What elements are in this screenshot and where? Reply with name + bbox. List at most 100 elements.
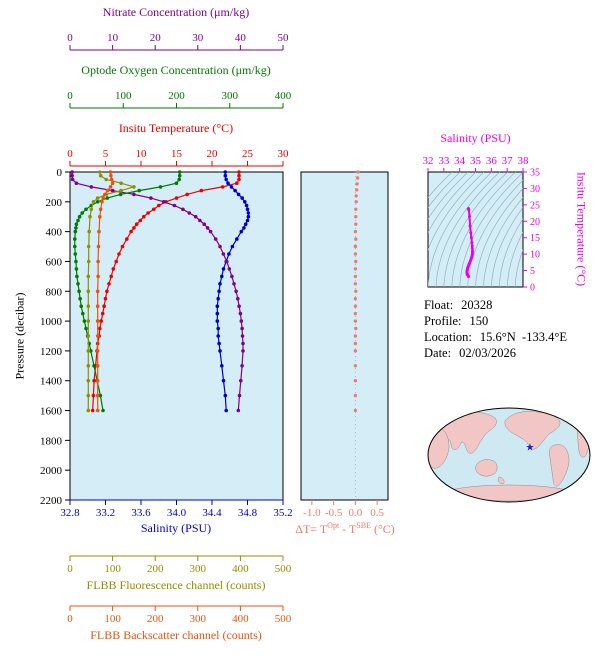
salinity-marker [245,207,250,212]
nitrate-marker [198,218,202,223]
ts-temperature-axis-title: Insitu Temperature (°C) [574,171,589,287]
delta-marker [353,274,358,279]
temperature-marker [199,188,204,193]
nitrate-marker [240,334,245,338]
oxygen-marker [105,196,110,200]
temperature-axis-title: Insitu Temperature (°C) [118,121,234,135]
salinity-marker [229,185,234,189]
tick-label: 38 [518,155,530,167]
temperature-marker [99,319,103,323]
fluorescence-marker [86,274,91,279]
tick-label: 0.5 [370,507,384,519]
tick-label: 200 [147,613,164,625]
tick-label: 15 [171,148,183,160]
temperature-marker [92,378,96,383]
tick-label: 800 [46,286,63,298]
salinity-marker [220,364,224,368]
fluorescence-marker [86,408,91,413]
nitrate-marker [89,185,94,189]
backscatter-marker [95,378,100,383]
oxygen-marker [73,229,78,234]
temperature-marker [138,218,143,223]
salinity-marker [245,218,250,223]
nitrate-marker [239,378,243,383]
salinity-marker [227,252,231,256]
tick-label: 33.6 [131,507,151,519]
oxygen-marker [80,211,84,215]
oxygen-marker [77,289,81,294]
tick-label: -0.5 [325,507,343,519]
backscatter-marker [95,304,100,309]
oxygen-marker [76,218,80,223]
tick-label: 300 [190,563,207,575]
ts-diagram: 32 33 34 35 36 37 38 0 5 10 15 20 25 30 35 [423,155,541,294]
salinity-marker [216,334,220,338]
info-label: Float: [424,298,454,312]
tick-label: 20 [530,217,540,228]
backscatter-axis-title: FLBB Backscatter channel (counts) [90,628,262,642]
nitrate-marker [205,226,210,230]
float-info-row: Float: 20328 [424,297,567,313]
salinity-marker [215,304,220,309]
backscatter-marker [98,214,102,219]
backscatter-marker [95,319,100,323]
salinity-marker [223,173,228,178]
tick-label: 200 [46,197,63,209]
nitrate-marker [237,393,242,398]
continent-landmass [475,459,498,477]
fluorescence-marker [104,177,108,182]
oxygen-marker [77,214,82,219]
salinity-marker [239,229,244,234]
tick-label: 35.2 [273,507,292,519]
tick-label: 500 [275,613,292,625]
oxygen-marker [98,393,103,398]
temperature-marker [114,259,118,264]
tick-label: 25 [242,148,254,160]
fluorescence-marker [91,200,96,204]
backscatter-marker [105,188,110,193]
delta-title-sup-sbe: SBE [356,521,371,530]
temperature-marker [237,173,241,178]
salinity-marker [230,244,235,249]
oxygen-marker [74,226,78,230]
salinity-marker [218,282,222,286]
tick-label: 0.0 [349,507,363,519]
nitrate-marker [240,326,244,331]
nitrate-marker [238,311,243,316]
nitrate-marker [218,244,222,249]
temperature-marker [134,222,139,226]
delta-axis-title: ΔT= TOpt - TSBE (°C) [269,521,421,537]
oxygen-marker [74,222,79,226]
tick-label: 100 [104,563,121,575]
fluorescence-marker [119,181,123,185]
tick-label: 35 [470,155,482,167]
nitrate-marker [110,188,115,193]
fluorescence-marker [86,244,91,249]
backscatter-marker [108,185,113,189]
delta-marker [353,349,358,353]
tick-label: 1000 [40,316,63,328]
temperature-marker [111,267,116,271]
tick-label: 0 [67,90,73,102]
float-info-row: Profile: 150 [424,313,567,329]
tick-label: 34.0 [167,507,187,519]
backscatter-marker [96,274,100,279]
delta-title-text: (°C) [370,522,395,536]
info-value: 20328 [461,298,493,312]
delta-marker [354,259,358,264]
oxygen-marker [118,192,123,197]
bottom-x-axes: 0 100 200 300 400 500 0 100 200 300 400 500 [67,555,292,625]
tick-label: 30 [192,32,204,44]
tick-label: 25 [530,200,540,211]
delta-title-text: - T [339,522,357,536]
tick-label: 32.8 [60,507,80,519]
temperature-marker [105,289,109,294]
float-info-block: Float: 20328 Profile: 150 Location: 15.6°N … [424,297,567,361]
delta-marker [353,319,358,323]
tick-label: 400 [232,563,249,575]
delta-marker [354,237,358,241]
delta-plot-area [300,171,389,501]
ts-marker [468,214,471,218]
tick-label: 200 [147,563,164,575]
